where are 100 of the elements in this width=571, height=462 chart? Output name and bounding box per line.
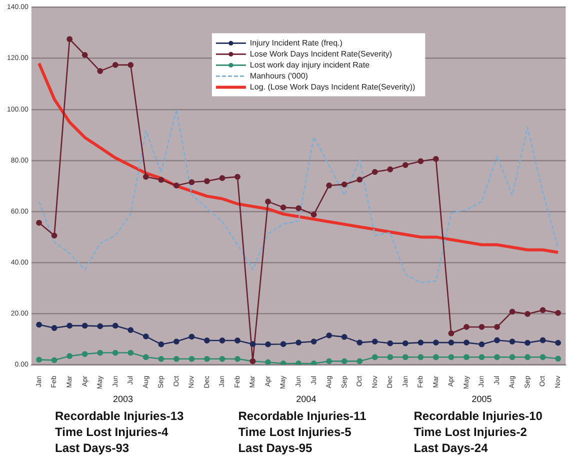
point bbox=[464, 324, 470, 330]
point bbox=[494, 324, 500, 330]
point bbox=[219, 175, 226, 182]
point bbox=[402, 354, 408, 360]
point bbox=[97, 323, 104, 330]
point bbox=[51, 357, 58, 364]
point bbox=[326, 182, 332, 188]
point bbox=[524, 311, 530, 317]
point bbox=[204, 338, 210, 344]
point bbox=[387, 166, 394, 172]
legend-label: Lose Work Days Incident Rate(Severity) bbox=[250, 49, 392, 58]
legend-label: Injury Incident Rate (freq.) bbox=[250, 38, 343, 48]
point bbox=[432, 340, 439, 346]
point bbox=[112, 350, 118, 356]
point bbox=[204, 178, 210, 184]
point bbox=[448, 354, 454, 360]
point bbox=[372, 168, 378, 175]
point bbox=[280, 204, 286, 210]
point bbox=[310, 212, 317, 218]
point bbox=[418, 158, 424, 164]
point bbox=[234, 338, 240, 344]
point bbox=[524, 354, 530, 360]
point bbox=[372, 354, 378, 360]
text: Recordable Injuries-11 Time Lost Injuries-5 Last Days-95 bbox=[238, 408, 366, 456]
point bbox=[173, 182, 180, 188]
point bbox=[478, 324, 485, 330]
text: Recordable Injuries-13 Time Lost Injuries-4 Last Days-93 bbox=[55, 408, 184, 456]
point bbox=[173, 338, 180, 344]
point bbox=[464, 340, 470, 346]
point bbox=[128, 327, 134, 333]
point bbox=[265, 198, 271, 205]
point bbox=[494, 337, 500, 344]
point bbox=[36, 322, 42, 328]
point bbox=[448, 330, 454, 336]
point bbox=[280, 341, 286, 348]
text: Recordable Injuries-10 Time Lost Injuries-2 Last Days-24 bbox=[414, 408, 542, 456]
point bbox=[356, 358, 363, 364]
point bbox=[310, 338, 317, 344]
point bbox=[555, 356, 562, 362]
legend-label: Manhours ('000) bbox=[250, 71, 308, 80]
point bbox=[494, 354, 500, 360]
point bbox=[112, 322, 118, 329]
point bbox=[82, 52, 88, 58]
point bbox=[296, 340, 302, 346]
point bbox=[36, 220, 42, 226]
point bbox=[112, 62, 118, 68]
point bbox=[158, 356, 164, 362]
point bbox=[341, 182, 348, 188]
point bbox=[250, 341, 256, 348]
point bbox=[509, 354, 516, 360]
point bbox=[448, 340, 454, 346]
point bbox=[524, 340, 530, 346]
point bbox=[142, 354, 149, 360]
point bbox=[219, 356, 226, 362]
point bbox=[372, 338, 378, 344]
point bbox=[97, 350, 104, 356]
point bbox=[432, 156, 439, 162]
point bbox=[97, 68, 104, 74]
line-series bbox=[38, 108, 559, 284]
point bbox=[66, 322, 73, 329]
point bbox=[234, 174, 240, 180]
point bbox=[540, 337, 546, 344]
point bbox=[219, 338, 226, 344]
point bbox=[82, 322, 88, 329]
point bbox=[82, 351, 88, 357]
point bbox=[402, 340, 408, 346]
point bbox=[142, 333, 149, 340]
point bbox=[356, 176, 363, 183]
point bbox=[387, 354, 394, 360]
point bbox=[478, 341, 485, 348]
point bbox=[540, 307, 546, 314]
point bbox=[188, 356, 195, 362]
point bbox=[158, 176, 164, 183]
legend-label: Lost work day injury incident Rate bbox=[250, 60, 370, 70]
text: 2005 bbox=[472, 394, 492, 404]
point bbox=[402, 162, 408, 168]
point bbox=[540, 354, 546, 360]
point bbox=[464, 354, 470, 360]
point bbox=[341, 334, 348, 340]
point bbox=[66, 353, 73, 360]
point bbox=[142, 174, 149, 180]
point bbox=[432, 354, 439, 360]
point bbox=[265, 341, 271, 348]
point bbox=[128, 62, 134, 68]
point bbox=[509, 308, 516, 315]
point bbox=[509, 338, 516, 344]
point bbox=[387, 340, 394, 346]
point bbox=[418, 340, 424, 346]
point bbox=[188, 179, 195, 186]
point bbox=[173, 356, 180, 362]
point bbox=[158, 341, 164, 348]
point bbox=[356, 340, 363, 346]
point bbox=[234, 356, 240, 362]
point bbox=[36, 356, 42, 363]
point bbox=[128, 350, 134, 356]
point bbox=[555, 310, 562, 316]
point bbox=[555, 340, 562, 346]
point bbox=[478, 354, 485, 360]
text: 2003 bbox=[112, 394, 134, 404]
point bbox=[296, 205, 302, 212]
